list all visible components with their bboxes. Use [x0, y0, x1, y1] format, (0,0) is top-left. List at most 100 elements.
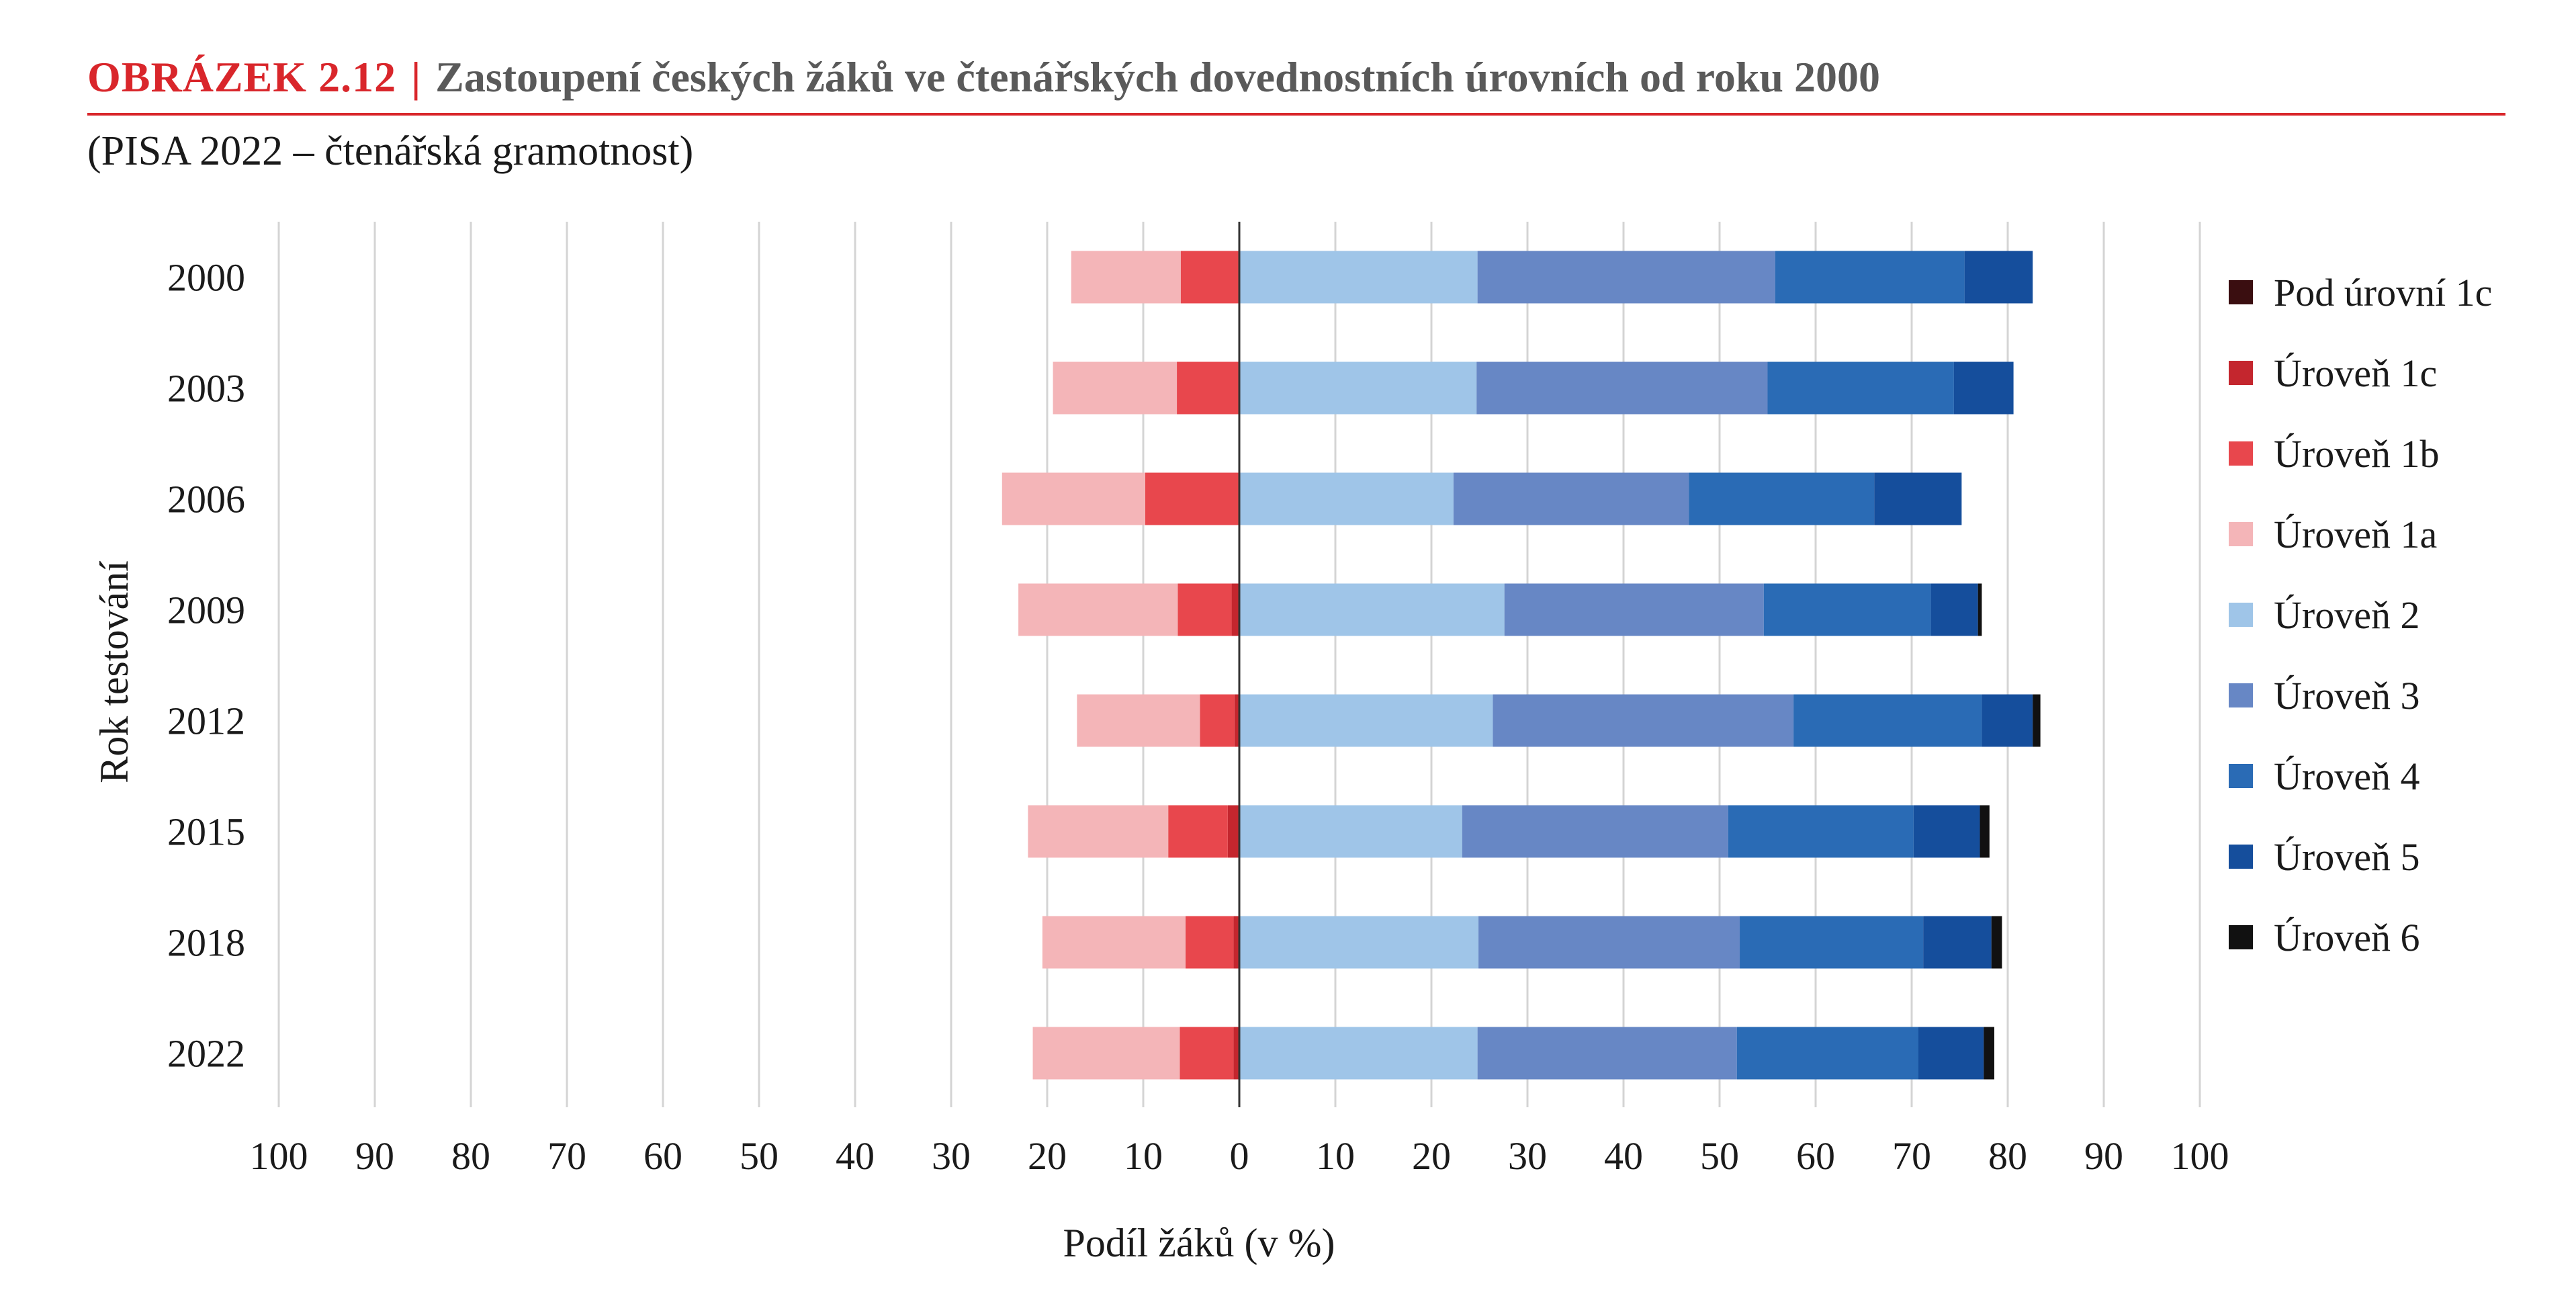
x-tick-label: 80	[451, 1134, 490, 1178]
x-tick-label: 0	[1230, 1134, 1249, 1178]
figure-title-row: OBRÁZEK 2.12 | Zastoupení českých žáků ve …	[87, 52, 2505, 116]
bar-2009--rove-4	[1763, 583, 1931, 636]
bar-2003--rove-1a	[1053, 361, 1178, 415]
legend-label: Úroveň 4	[2274, 755, 2419, 798]
bar-2006--rove-5	[1874, 472, 1962, 525]
y-tick-label: 2009	[167, 589, 245, 632]
legend-label: Úroveň 6	[2274, 916, 2419, 959]
y-tick-label: 2015	[167, 810, 245, 854]
x-tick-label: 90	[355, 1134, 394, 1178]
figure-subtitle: (PISA 2022 – čtenářská gramotnost)	[87, 128, 694, 174]
bar-2003--rove-4	[1767, 361, 1954, 415]
bar-2000--rove-1a	[1071, 251, 1181, 304]
figure-label: OBRÁZEK 2.12	[87, 53, 397, 101]
bar-2009--rove-1c	[1231, 583, 1239, 636]
x-tick-label: 90	[2084, 1134, 2123, 1178]
x-tick-label: 10	[1316, 1134, 1355, 1178]
legend-label: Pod úrovní 1c	[2274, 271, 2492, 314]
legend-label: Úroveň 1a	[2274, 513, 2437, 556]
bar-2012--rove-1b	[1200, 694, 1235, 747]
y-tick-label: 2012	[167, 699, 245, 743]
x-tick-label: 60	[643, 1134, 682, 1178]
bar-2018--rove-3	[1478, 916, 1740, 969]
legend-swatch	[2229, 925, 2253, 949]
x-tick-label: 50	[740, 1134, 779, 1178]
bars	[1002, 251, 2041, 1080]
x-tick-label: 100	[2171, 1134, 2229, 1178]
y-tick-label: 2000	[167, 256, 245, 300]
bar-2018--rove-4	[1740, 916, 1924, 969]
bar-2015--rove-3	[1462, 805, 1728, 858]
bar-2009--rove-1a	[1018, 583, 1178, 636]
bar-2015--rove-6	[1980, 805, 1990, 858]
bar-2009--rove-6	[1978, 583, 1982, 636]
bar-2015--rove-2	[1239, 805, 1462, 858]
bar-2006--rove-3	[1453, 472, 1689, 525]
bar-2022--rove-5	[1918, 1027, 1984, 1080]
legend-label: Úroveň 2	[2274, 593, 2419, 637]
x-tick-label: 40	[1604, 1134, 1643, 1178]
bar-2018--rove-1b	[1185, 916, 1234, 969]
bar-2009--rove-1b	[1178, 583, 1232, 636]
legend-label: Úroveň 1c	[2274, 351, 2437, 395]
bar-2006--rove-1b	[1145, 472, 1239, 525]
bar-2012--rove-5	[1982, 694, 2033, 747]
bar-2012--rove-1c	[1234, 694, 1239, 747]
bar-2000--rove-2	[1239, 251, 1478, 304]
bar-2003--rove-2	[1239, 361, 1477, 415]
bar-2012--rove-2	[1239, 694, 1493, 747]
x-tick-label: 30	[932, 1134, 971, 1178]
bar-2000--rove-5	[1964, 251, 2033, 304]
legend-swatch	[2229, 280, 2253, 304]
bar-2006--rove-2	[1239, 472, 1454, 525]
x-tick-labels: 100 90 80 70 60 50 40 30 20 10 0 10 20 30 40 50 60 70 80 90…	[250, 1134, 2229, 1178]
x-tick-label: 20	[1412, 1134, 1451, 1178]
x-tick-label: 70	[1892, 1134, 1931, 1178]
bar-2009--rove-2	[1239, 583, 1505, 636]
legend-swatch	[2229, 845, 2253, 869]
bar-2022--rove-3	[1477, 1027, 1737, 1080]
legend-label: Úroveň 3	[2274, 674, 2419, 718]
legend: Pod úrovní 1c Úroveň 1c Úroveň 1b Úroveň 1a…	[2229, 271, 2492, 959]
bar-2018--rove-1c	[1233, 916, 1239, 969]
bar-2018--rove-6	[1991, 916, 2002, 969]
bar-2006--rove-1a	[1002, 472, 1145, 525]
bar-2003--rove-3	[1476, 361, 1768, 415]
bar-2022--rove-1b	[1180, 1027, 1234, 1080]
x-tick-label: 10	[1124, 1134, 1163, 1178]
legend-swatch	[2229, 603, 2253, 627]
y-tick-label: 2022	[167, 1032, 245, 1076]
bar-2015--rove-1c	[1227, 805, 1239, 858]
bar-2012--rove-3	[1493, 694, 1794, 747]
legend-swatch	[2229, 441, 2253, 466]
x-tick-label: 40	[836, 1134, 875, 1178]
bar-2015--rove-4	[1728, 805, 1914, 858]
x-axis-label: Podíl žáků (v %)	[1063, 1221, 1335, 1265]
bar-2003--rove-5	[1953, 361, 2014, 415]
bar-2022--rove-2	[1239, 1027, 1478, 1080]
legend-swatch	[2229, 683, 2253, 707]
bar-2022--rove-1a	[1032, 1027, 1180, 1080]
bar-2022--rove-1c	[1233, 1027, 1239, 1080]
bar-2006--rove-4	[1689, 472, 1875, 525]
legend-swatch	[2229, 361, 2253, 385]
x-tick-label: 80	[1988, 1134, 2027, 1178]
bar-2012--rove-4	[1793, 694, 1982, 747]
bar-2000--rove-3	[1477, 251, 1775, 304]
bar-2003--rove-1b	[1177, 361, 1239, 415]
bar-2018--rove-1a	[1042, 916, 1186, 969]
x-tick-label: 50	[1700, 1134, 1739, 1178]
bar-2018--rove-2	[1239, 916, 1479, 969]
bar-2012--rove-1a	[1077, 694, 1200, 747]
x-tick-label: 30	[1508, 1134, 1547, 1178]
bar-2012--rove-6	[2033, 694, 2041, 747]
bar-2015--rove-5	[1913, 805, 1980, 858]
bar-2000--rove-4	[1775, 251, 1965, 304]
figure-title: Zastoupení českých žáků ve čtenářských d…	[435, 53, 1880, 101]
x-tick-label: 60	[1796, 1134, 1835, 1178]
y-axis-label: Rok testování	[92, 560, 136, 783]
bar-2009--rove-3	[1504, 583, 1764, 636]
legend-label: Úroveň 1b	[2274, 432, 2439, 476]
bar-2015--rove-1a	[1028, 805, 1169, 858]
x-tick-label: 20	[1028, 1134, 1067, 1178]
